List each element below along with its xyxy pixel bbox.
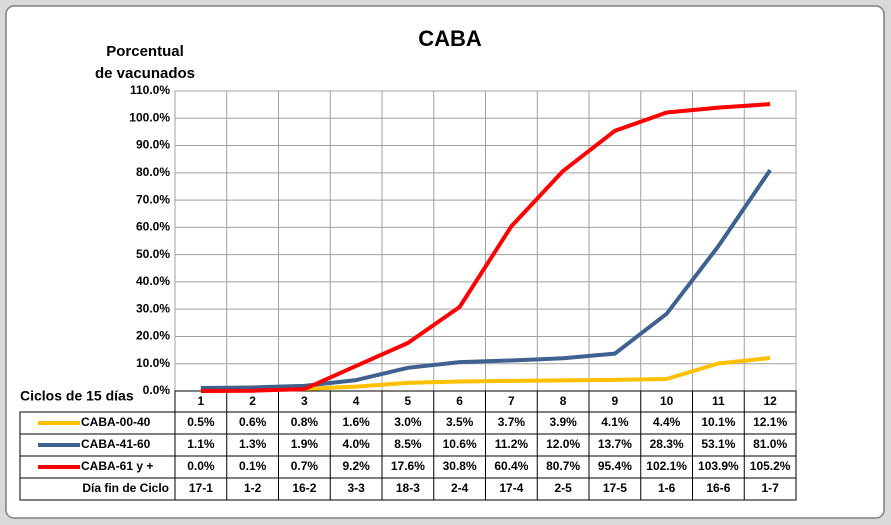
x-tick-label: 8 (560, 394, 567, 408)
table-value: 17-1 (189, 481, 213, 495)
chart-title: CABA (418, 26, 482, 51)
table-value: 80.7% (546, 459, 580, 473)
y-tick-label: 80.0% (136, 165, 170, 179)
x-tick-label: 1 (198, 394, 205, 408)
y-tick-label: 110.0% (130, 83, 170, 97)
table-value: 17-4 (499, 481, 523, 495)
series-line (200, 102, 771, 393)
table-value: 30.8% (443, 459, 477, 473)
table-value: 17-5 (603, 481, 627, 495)
table-value: 17.6% (391, 459, 425, 473)
x-axis-label: Ciclos de 15 días (20, 388, 134, 404)
table-value: 1.1% (187, 437, 215, 451)
x-tick-label: 2 (249, 394, 256, 408)
y-axis-label: Porcentual (106, 43, 184, 60)
table-value: 2-5 (554, 481, 572, 495)
table-value: 0.1% (239, 459, 267, 473)
table-value: 16-2 (292, 481, 316, 495)
x-tick-label: 7 (508, 394, 515, 408)
legend-label: CABA-00-40 (81, 415, 151, 429)
series-line (200, 168, 772, 390)
table-value: 3.5% (446, 415, 474, 429)
table-value: 0.5% (187, 415, 215, 429)
table-value: 8.5% (394, 437, 422, 451)
y-tick-label: 50.0% (136, 247, 170, 261)
table-value: 3-3 (347, 481, 365, 495)
y-tick-label: 0.0% (143, 383, 171, 397)
table-value: 11.2% (495, 437, 529, 451)
y-tick-label: 20.0% (136, 329, 170, 343)
x-tick-label: 3 (301, 394, 308, 408)
table-value: 3.0% (394, 415, 422, 429)
table-value: 105.2% (750, 459, 791, 473)
table-value: 9.2% (342, 459, 370, 473)
table-value: 3.9% (549, 415, 577, 429)
table-value: 1-6 (658, 481, 676, 495)
table-value: 1-2 (244, 481, 262, 495)
table-value: 12.0% (546, 437, 580, 451)
table-value: 0.6% (239, 415, 267, 429)
row-label: Día fin de Ciclo (82, 481, 169, 495)
table-value: 81.0% (753, 437, 787, 451)
x-tick-label: 11 (712, 394, 725, 408)
table-value: 0.7% (291, 459, 319, 473)
table-value: 103.9% (698, 459, 739, 473)
table-value: 10.6% (443, 437, 477, 451)
legend-label: CABA-61 y + (81, 459, 153, 473)
table-value: 3.7% (498, 415, 526, 429)
table-value: 1.6% (342, 415, 370, 429)
table-value: 53.1% (701, 437, 735, 451)
y-tick-label: 90.0% (136, 138, 170, 152)
table-value: 28.3% (650, 437, 684, 451)
table-value: 12.1% (753, 415, 787, 429)
y-tick-label: 10.0% (136, 356, 170, 370)
table-value: 1.9% (291, 437, 319, 451)
table-value: 1-7 (761, 481, 779, 495)
table-value: 4.1% (601, 415, 629, 429)
table-value: 4.4% (653, 415, 681, 429)
y-tick-label: 60.0% (136, 220, 170, 234)
y-tick-label: 100.0% (129, 110, 170, 124)
table-value: 13.7% (598, 437, 632, 451)
y-tick-label: 30.0% (136, 301, 170, 315)
table-value: 0.0% (187, 459, 215, 473)
x-tick-label: 5 (405, 394, 412, 408)
table-value: 102.1% (646, 459, 687, 473)
table-value: 95.4% (598, 459, 632, 473)
y-tick-label: 70.0% (136, 192, 170, 206)
table-value: 4.0% (342, 437, 370, 451)
table-value: 16-6 (706, 481, 730, 495)
x-tick-label: 9 (612, 394, 619, 408)
x-tick-label: 12 (763, 394, 777, 408)
x-tick-label: 4 (353, 394, 360, 408)
table-value: 1.3% (239, 437, 267, 451)
x-tick-label: 6 (456, 394, 463, 408)
table-value: 2-4 (451, 481, 469, 495)
table-value: 10.1% (701, 415, 735, 429)
y-tick-label: 40.0% (136, 274, 170, 288)
y-axis-label: de vacunados (95, 65, 195, 82)
table-value: 18-3 (396, 481, 420, 495)
x-tick-label: 10 (660, 394, 674, 408)
table-value: 0.8% (291, 415, 319, 429)
legend-label: CABA-41-60 (81, 437, 151, 451)
table-value: 60.4% (494, 459, 528, 473)
